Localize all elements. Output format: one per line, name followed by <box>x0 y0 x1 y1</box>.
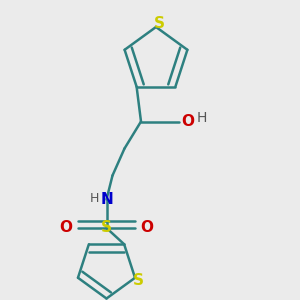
Text: S: S <box>133 273 143 288</box>
Text: O: O <box>140 220 153 236</box>
Text: H: H <box>197 111 208 125</box>
Text: N: N <box>100 192 113 207</box>
Text: H: H <box>90 191 99 205</box>
Text: S: S <box>154 16 164 32</box>
Text: O: O <box>60 220 73 236</box>
Text: O: O <box>181 114 194 129</box>
Text: S: S <box>101 220 112 236</box>
